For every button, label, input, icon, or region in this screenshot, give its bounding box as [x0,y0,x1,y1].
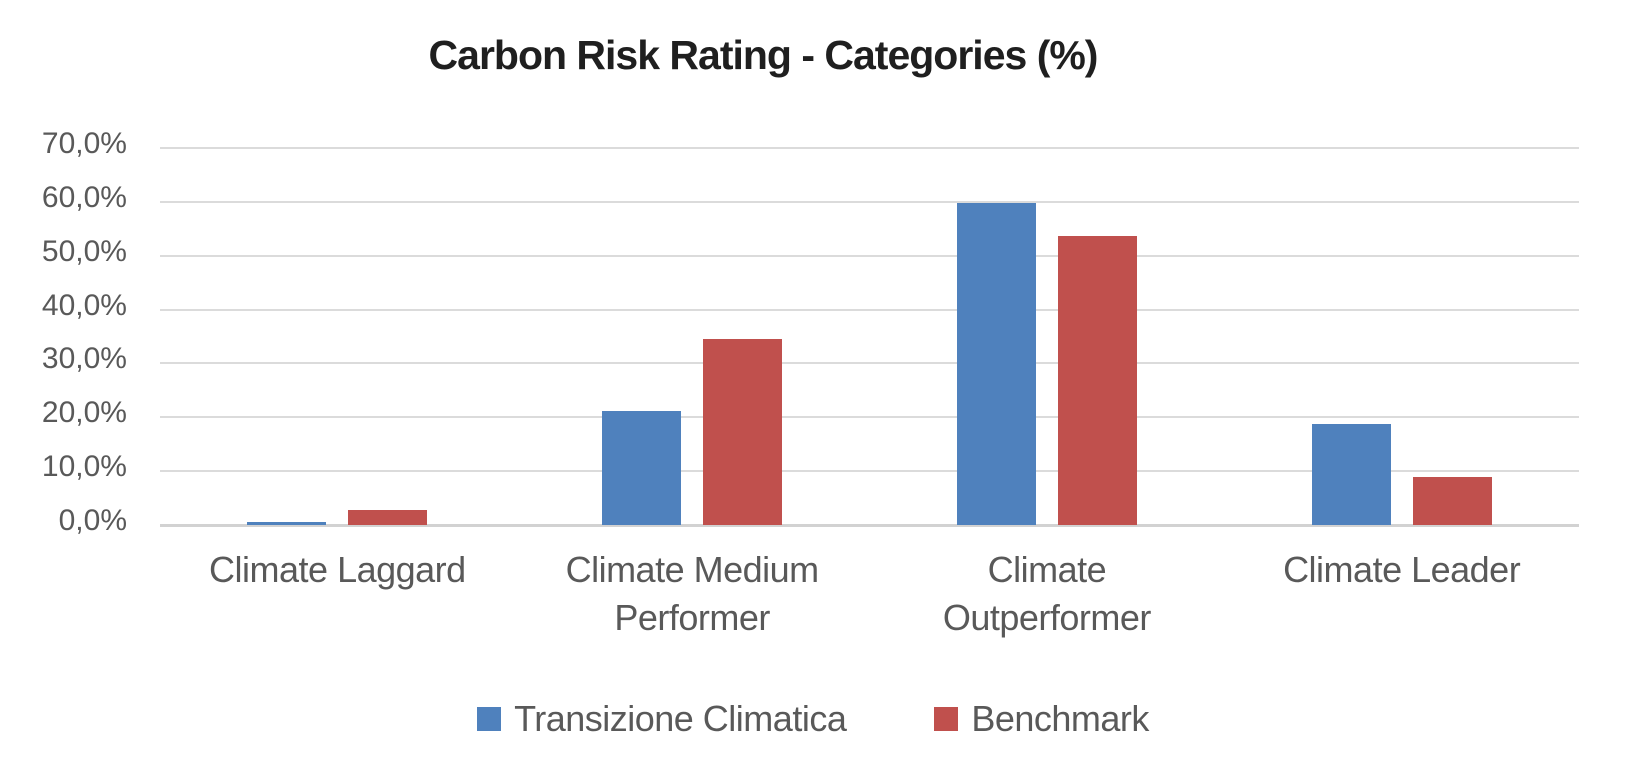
y-tick-label-50: 50,0% [41,234,127,268]
bar-transizione-climatica-climate-laggard [247,522,327,525]
gridline-60 [160,200,1579,203]
y-tick-label-10: 10,0% [41,450,127,484]
bar-benchmark-climate-medium-performer [703,339,783,525]
legend-label-benchmark: Benchmark [971,698,1149,739]
gridline-10 [160,470,1579,473]
gridline-70 [160,147,1579,149]
y-tick-label-60: 60,0% [41,180,127,214]
legend-swatch-transizione-climatica [477,707,502,731]
x-axis-line [160,524,1579,527]
bar-benchmark-climate-laggard [348,509,428,525]
chart-legend: Transizione Climatica Benchmark [0,698,1626,740]
y-tick-label-40: 40,0% [41,288,127,322]
gridline-30 [160,362,1579,365]
chart-title: Carbon Risk Rating - Categories (%) [428,32,1099,78]
legend-item-benchmark: Benchmark [934,698,1149,740]
category-label-climate-outperformer: Climate Outperformer [942,549,1152,638]
bar-benchmark-climate-leader [1412,476,1492,525]
gridline-40 [160,308,1579,311]
category-label-climate-medium-performer: Climate Medium Performer [565,549,820,638]
legend-swatch-benchmark [934,707,959,731]
y-tick-label-20: 20,0% [41,396,127,430]
y-tick-label-30: 30,0% [41,342,127,376]
legend-label-transizione-climatica: Transizione Climatica [514,698,847,739]
bar-transizione-climatica-climate-outperformer [956,202,1036,525]
category-label-climate-laggard: Climate Laggard [209,549,466,590]
bar-transizione-climatica-climate-leader [1311,423,1391,525]
bar-transizione-climatica-climate-medium-performer [602,410,682,525]
gridline-20 [160,416,1579,419]
category-label-climate-leader: Climate Leader [1283,549,1521,590]
bar-benchmark-climate-outperformer [1057,235,1137,525]
gridline-50 [160,254,1579,257]
y-tick-label-0: 0,0% [58,504,127,537]
y-tick-label-70: 70,0% [41,127,127,160]
legend-item-transizione-climatica: Transizione Climatica [477,698,847,740]
